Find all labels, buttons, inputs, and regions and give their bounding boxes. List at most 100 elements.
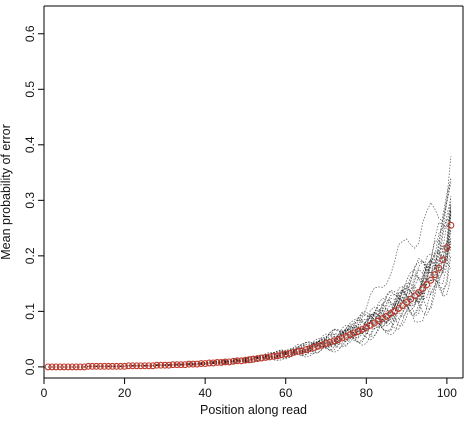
run-line bbox=[48, 198, 452, 368]
mean-point bbox=[72, 363, 80, 371]
mean-point bbox=[44, 363, 52, 371]
mean-point bbox=[254, 355, 261, 363]
mean-point bbox=[342, 332, 350, 340]
mean-point bbox=[282, 350, 290, 358]
x-tick-label: 20 bbox=[118, 386, 132, 400]
mean-point bbox=[431, 271, 439, 279]
y-tick-label: 0.6 bbox=[23, 25, 37, 42]
run-line bbox=[48, 196, 452, 368]
mean-point bbox=[427, 276, 435, 284]
individual-runs-layer bbox=[48, 156, 452, 368]
mean-point bbox=[217, 359, 225, 366]
mean-point bbox=[153, 361, 161, 369]
mean-point bbox=[121, 362, 129, 370]
mean-point bbox=[399, 302, 407, 310]
mean-point bbox=[241, 356, 249, 364]
mean-point bbox=[447, 221, 455, 229]
mean-point bbox=[262, 354, 270, 361]
mean-point bbox=[56, 363, 64, 371]
mean-point bbox=[403, 299, 411, 306]
mean-point bbox=[197, 360, 205, 368]
mean-point bbox=[411, 292, 419, 300]
mean-point bbox=[415, 289, 423, 296]
mean-point bbox=[229, 357, 237, 365]
run-line bbox=[48, 211, 452, 368]
axes-layer: 0 20 40 60 80 100 0.0 0.1 0.2 0.3 0.4 0.5 0.6 bbox=[23, 5, 464, 400]
mean-point bbox=[141, 362, 149, 370]
run-line bbox=[48, 177, 452, 368]
mean-point bbox=[109, 362, 116, 370]
mean-point bbox=[92, 362, 100, 370]
mean-point bbox=[64, 363, 72, 371]
x-axis-title: Position along read bbox=[200, 403, 307, 417]
run-line bbox=[48, 204, 452, 368]
y-axis-title: Mean probability of error bbox=[0, 124, 13, 259]
x-tick-label: 60 bbox=[279, 386, 293, 400]
mean-point bbox=[298, 347, 306, 355]
mean-point bbox=[318, 341, 326, 349]
mean-point bbox=[334, 336, 342, 344]
run-line bbox=[48, 215, 452, 368]
mean-point bbox=[161, 361, 169, 369]
mean-point bbox=[165, 361, 173, 369]
mean-point bbox=[48, 363, 56, 371]
mean-point bbox=[105, 362, 112, 370]
mean-point bbox=[423, 281, 431, 289]
mean-point bbox=[419, 285, 427, 293]
mean-point bbox=[133, 362, 141, 370]
y-tick-label: 0.2 bbox=[23, 247, 37, 264]
mean-point bbox=[137, 362, 145, 370]
mean-point bbox=[350, 329, 358, 337]
mean-point bbox=[76, 363, 84, 371]
x-tick-label: 40 bbox=[198, 386, 212, 400]
y-tick-label: 0.4 bbox=[23, 136, 37, 153]
mean-point bbox=[233, 357, 241, 365]
mean-point bbox=[221, 358, 229, 366]
run-line bbox=[48, 219, 452, 368]
mean-point bbox=[88, 362, 96, 370]
mean-point bbox=[310, 344, 318, 351]
mean-point bbox=[266, 353, 274, 361]
y-tick-label: 0.0 bbox=[23, 358, 37, 375]
mean-point bbox=[173, 361, 181, 369]
mean-points-layer bbox=[44, 221, 455, 371]
mean-point bbox=[346, 331, 354, 339]
run-line bbox=[48, 212, 452, 368]
mean-point bbox=[237, 357, 245, 365]
mean-point bbox=[439, 256, 447, 264]
run-line bbox=[48, 245, 452, 368]
y-tick-label: 0.3 bbox=[23, 192, 37, 209]
y-tick-label: 0.1 bbox=[23, 303, 37, 320]
mean-point bbox=[407, 295, 415, 303]
y-tick-label: 0.5 bbox=[23, 81, 37, 98]
run-line bbox=[48, 226, 452, 368]
mean-point bbox=[278, 351, 286, 359]
mean-point bbox=[181, 361, 189, 369]
mean-point bbox=[213, 359, 221, 366]
mean-point bbox=[125, 362, 133, 370]
mean-point bbox=[129, 362, 137, 370]
mean-point bbox=[177, 361, 185, 369]
mean-point bbox=[274, 352, 282, 360]
mean-point bbox=[270, 352, 278, 360]
mean-point bbox=[185, 360, 193, 368]
mean-point bbox=[96, 362, 104, 370]
mean-point bbox=[209, 359, 217, 367]
mean-point bbox=[294, 347, 302, 355]
mean-point bbox=[443, 244, 451, 251]
mean-point bbox=[149, 362, 157, 370]
run-line bbox=[48, 202, 452, 368]
mean-point bbox=[225, 358, 233, 366]
mean-point bbox=[330, 337, 338, 345]
run-line bbox=[48, 179, 452, 368]
run-line bbox=[48, 230, 452, 368]
mean-point bbox=[290, 349, 298, 356]
run-line bbox=[48, 210, 452, 368]
run-line bbox=[48, 205, 452, 368]
mean-point bbox=[435, 264, 443, 272]
mean-point bbox=[322, 340, 330, 348]
mean-point bbox=[302, 346, 310, 354]
mean-point bbox=[314, 342, 322, 350]
